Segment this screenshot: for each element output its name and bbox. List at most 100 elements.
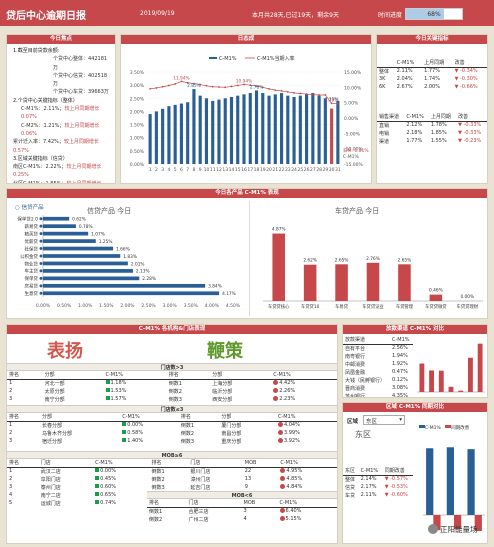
region-header: 同期改善 (382, 467, 413, 476)
day-tick: 11 (210, 167, 216, 173)
highlight-line: C-M2%：1.21%；较上月同期增长0.06% (13, 122, 109, 139)
credit-axis-tick: 3.50% (184, 303, 199, 309)
credit-product-tab[interactable]: ○ 信贷产品 (15, 203, 44, 211)
channel-name: 苏州银行 (345, 393, 366, 398)
channel-header: 放款渠道 (343, 336, 390, 345)
highlight-change: 较上月同期增长0.06% (21, 122, 100, 137)
left-axis-tick: 2.50% (130, 96, 145, 102)
store-gt3-header: 排名 (7, 371, 43, 380)
table-row: 3 南宁分部 1.57% 倒数3 西安分部 2.23% (7, 395, 337, 403)
credit-value-label: 1.07% (91, 231, 105, 237)
row-change: ▼ -0.33% (458, 122, 482, 129)
trend-point (311, 93, 314, 96)
rank: 3 (9, 438, 13, 444)
branch-cm1: 0.60% (93, 483, 149, 491)
credit-value-label: 2.13% (136, 269, 150, 275)
flag-icon (105, 388, 110, 392)
credit-bullet (39, 269, 43, 273)
region-cm1: 2.14% (360, 476, 377, 483)
highlight-line: 累计迁入率：7.42%；较上月同期增长0.57% (13, 138, 109, 155)
right-axis-tick: -15.00% (344, 162, 364, 168)
mob-lt6-header: C-M1% (277, 499, 337, 508)
table-row: 晋商消费 3.08% (343, 384, 413, 392)
highlight-line: 个贷中心整体：442181万 (53, 56, 108, 71)
mob-lt6-header: 门店 (186, 499, 242, 508)
table-row: 自有平台 2.56% (343, 344, 413, 352)
branch-cm1-bottom-value: 4.42% (279, 380, 296, 387)
trend-bar (186, 102, 190, 164)
credit-bar (43, 239, 96, 243)
rank-bottom: 倒数2 (168, 388, 182, 395)
branch-cm1-value: 1.18% (110, 380, 127, 387)
channel-bar (448, 386, 454, 392)
today-product-panel: 今日各产品 C-M1% 表现 ○ 信贷产品 信贷产品 今日 0.00% 0.50%… (6, 188, 488, 319)
trend-chart: C-M1% C-M1%当期入率 3.50% 3.00% 2.50% 2.00% 1.50% 1… (130, 55, 370, 173)
trend-bar (286, 95, 290, 164)
today-note-label: C-M1% (343, 154, 360, 160)
region-improve-bar (454, 515, 462, 530)
trend-bar (336, 100, 340, 164)
branch-cm1: 0.00% (93, 467, 149, 475)
row-name: 3K (379, 76, 386, 82)
highlight-metric: C-M1%：2.11%； (21, 106, 65, 113)
credit-bullet (39, 291, 43, 295)
trend-bar (217, 99, 221, 164)
branch-name-bottom: 漳州门店 (190, 476, 211, 483)
table-row: 整体 2.11% 1.77% ▼ -0.34% (377, 67, 487, 75)
branch-cm1: 0.45% (93, 475, 149, 483)
row-name: 电销 (379, 130, 390, 137)
branch-cm1-value: 0.00% (127, 422, 144, 429)
day-tick: 18 (254, 167, 260, 173)
left-axis-tick: 1.50% (130, 123, 145, 129)
credit-chart-title: 信贷产品 今日 (87, 207, 132, 215)
table-row: 渠道 1.77% 1.55% ▼ -0.23% (377, 137, 487, 145)
day-tick: 29 (322, 167, 328, 173)
branch-cm1-bottom: 4.95% (278, 467, 337, 475)
row-cm1: 2.11% (396, 68, 413, 75)
trend-panel: 日态成 C-M1% C-M1%当期入率 3.50% 3.00% 2.50% 2.00% 1.… (120, 34, 372, 184)
credit-value-label: 3.84% (208, 284, 222, 290)
trend-point (193, 82, 195, 85)
credit-value-label: 2.01% (131, 261, 145, 267)
day-tick: 31 (335, 167, 341, 173)
day-tick: 30 (329, 167, 335, 173)
branch-name-bottom: 广州二店 (188, 516, 209, 523)
table-row: 苏州银行 4.35% (343, 392, 413, 398)
credit-bar (43, 291, 220, 296)
watermark: 正阳能量场 (428, 524, 478, 535)
region-cm1: 2.17% (360, 484, 377, 490)
left-axis-tick: 0.00% (130, 162, 145, 168)
row-name: 整体 (379, 68, 390, 75)
highlight-metric: C-M2%：1.21%； (21, 122, 65, 129)
region-select[interactable]: 东区 ▾ (363, 415, 405, 425)
credit-bar (43, 231, 89, 236)
branch-cm1: 0.00% (120, 421, 179, 429)
table-row: 1 河北一部 1.18% 倒数1 上海分部 4.42% (7, 379, 337, 387)
trend-bar (298, 95, 302, 164)
region-header: C-M1% (358, 467, 383, 476)
credit-bar (43, 276, 140, 281)
branch-cm1-bottom: 4.85% (278, 475, 337, 483)
branch-cm1-value: 1.40% (127, 438, 144, 444)
legend-improve: 同期改善 (451, 426, 470, 431)
key-indicator-table: C-M1% 上月同期 改善 整体 2.11% 1.77% ▼ -0.34% 3K 2.04% 1… (377, 59, 487, 91)
day-tick: 13 (222, 167, 228, 173)
branch-name: 河北一部 (44, 380, 65, 387)
car-category: 车贷贷10 (301, 303, 320, 310)
credit-axis-tick: 2.50% (141, 303, 156, 309)
key-indicator-title: 今日关键指标 (377, 35, 487, 44)
trend-bar (148, 114, 152, 164)
channel-title: 放款渠道 C-M1% 对比 (343, 325, 487, 334)
branch-name: 长春分部 (42, 422, 63, 429)
trend-bar (330, 108, 334, 164)
branch-cm1: 1.18% (104, 379, 167, 387)
flag-icon (122, 438, 127, 442)
flag-icon (95, 500, 100, 504)
channel-panel: 放款渠道 C-M1% 对比 放款渠道 C-M1% 自有平台 2.56% 南粤银行 1.9… (342, 324, 488, 398)
channel-bar (468, 357, 473, 392)
branch-cm1-bottom-value: 4.84% (286, 484, 303, 490)
highlight-line: C-M1%：2.11%；较上月同期增长0.07% (13, 105, 109, 122)
trend-bar (305, 94, 309, 164)
trend-point (318, 94, 320, 96)
store-gt3-header: 排名 (166, 371, 211, 380)
